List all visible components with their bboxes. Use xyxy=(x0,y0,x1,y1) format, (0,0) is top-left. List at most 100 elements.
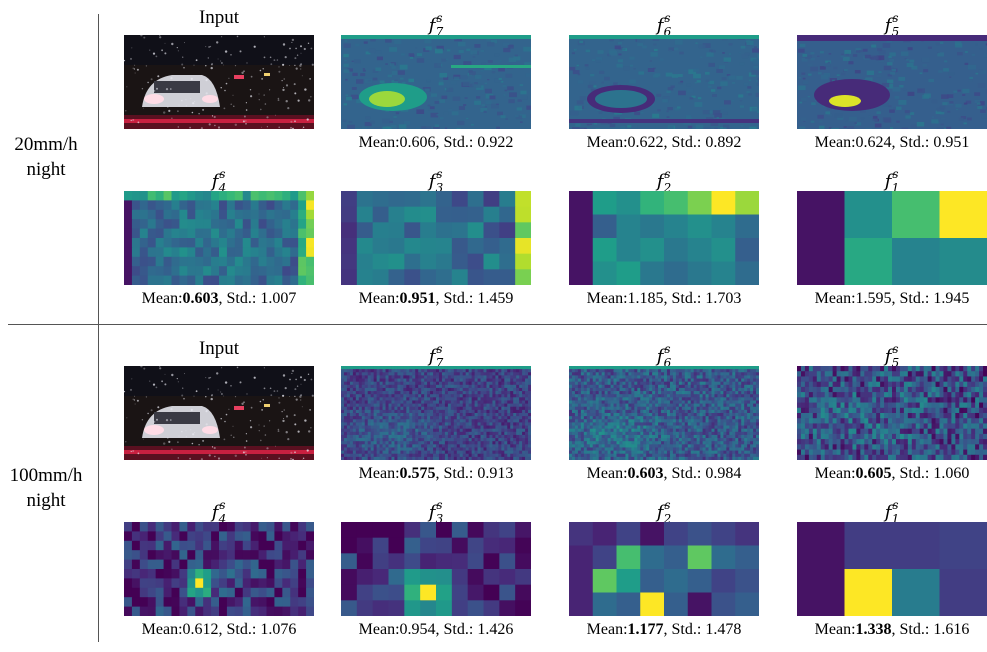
heatmap-cell xyxy=(436,444,440,448)
heatmap-cell xyxy=(711,400,715,404)
heatmap-cell xyxy=(864,407,869,414)
heatmap-cell xyxy=(637,378,641,383)
heatmap-cell xyxy=(708,450,712,455)
heatmap-cell xyxy=(747,453,751,458)
heatmap-cell xyxy=(418,422,422,426)
heatmap-cell xyxy=(447,456,452,460)
heatmap-cell xyxy=(864,381,869,388)
heatmap-cell xyxy=(702,438,706,442)
heatmap-cell xyxy=(732,384,736,389)
heatmap-cell xyxy=(569,397,573,401)
heatmap-cell xyxy=(495,453,499,458)
heatmap-cell xyxy=(625,416,629,420)
heatmap-cell xyxy=(528,413,531,417)
heatmap-cell xyxy=(498,400,502,404)
heatmap-cell xyxy=(456,391,461,395)
heatmap-cell xyxy=(341,397,345,401)
heatmap-cell xyxy=(242,247,252,258)
heatmap-cell xyxy=(372,238,389,255)
heatmap-cell xyxy=(649,425,653,430)
heatmap-cell xyxy=(361,409,366,414)
heatmap-cell xyxy=(483,191,500,208)
heatmap-cell xyxy=(864,371,869,377)
heatmap-cell xyxy=(696,375,701,379)
heatmap-cell xyxy=(684,444,689,448)
heatmap-cell xyxy=(577,413,582,417)
heatmap-cell xyxy=(403,372,407,376)
heatmap-cell xyxy=(438,397,443,401)
heatmap-cell xyxy=(634,372,638,376)
heatmap-cell xyxy=(427,394,431,398)
heatmap-cell xyxy=(394,441,398,445)
heatmap-cell xyxy=(498,419,502,423)
heatmap-cell xyxy=(947,413,952,419)
feature-heatmap xyxy=(569,35,759,129)
heatmap-cell xyxy=(717,378,721,383)
heatmap-cell xyxy=(708,397,712,401)
heatmap-cell xyxy=(403,366,407,370)
heatmap-cell xyxy=(646,428,650,433)
heatmap-cell xyxy=(394,425,398,430)
heatmap-cell xyxy=(735,366,739,370)
heatmap-cell xyxy=(684,381,689,386)
heatmap-cell xyxy=(661,419,665,423)
heatmap-cell xyxy=(693,419,698,423)
heatmap-cell xyxy=(444,438,449,442)
heatmap-cell xyxy=(939,381,944,388)
heatmap-cell xyxy=(483,378,487,383)
heatmap-cell xyxy=(462,434,467,439)
heatmap-cell xyxy=(504,428,508,433)
heatmap-cell xyxy=(483,253,500,270)
heatmap-cell xyxy=(943,433,948,440)
heatmap-cell xyxy=(729,419,733,423)
heatmap-cell xyxy=(370,428,375,433)
heatmap-cell xyxy=(631,406,635,411)
heatmap-cell xyxy=(341,450,345,455)
heatmap-cell xyxy=(714,453,718,458)
heatmap-cell xyxy=(732,413,736,417)
heatmap-cell xyxy=(438,400,443,404)
heatmap-cell xyxy=(580,403,585,408)
heatmap-cell xyxy=(738,438,742,442)
heatmap-cell xyxy=(832,418,837,424)
heatmap-cell xyxy=(574,400,579,404)
heatmap-cell xyxy=(907,381,913,388)
heatmap-cell xyxy=(607,447,611,451)
heatmap-cell xyxy=(404,253,421,270)
heatmap-cell xyxy=(939,392,944,398)
heatmap-cell xyxy=(571,391,576,395)
heatmap-cell xyxy=(628,366,632,370)
heatmap-cell xyxy=(619,416,623,420)
heatmap-cell xyxy=(400,400,404,404)
heatmap-cell xyxy=(355,381,360,386)
heatmap-cell xyxy=(735,438,739,442)
heatmap-cell xyxy=(669,406,674,411)
heatmap-cell xyxy=(569,214,594,239)
heatmap-cell xyxy=(931,413,936,419)
heatmap-cell xyxy=(708,444,712,448)
heatmap-cell xyxy=(856,366,861,372)
mean-value: 0.603 xyxy=(627,465,664,482)
heatmap-cell xyxy=(726,391,730,395)
heatmap-cell xyxy=(702,450,706,455)
heatmap-cell xyxy=(616,409,620,414)
heatmap-cell xyxy=(634,403,638,408)
heatmap-cell xyxy=(480,369,484,373)
heatmap-cell xyxy=(462,378,467,383)
heatmap-cell xyxy=(379,422,383,426)
heatmap-cell xyxy=(708,378,712,383)
heatmap-cell xyxy=(738,428,742,433)
heatmap-cell xyxy=(412,444,416,448)
heatmap-cell xyxy=(824,381,830,388)
heatmap-cell xyxy=(438,422,443,426)
heatmap-cell xyxy=(433,391,437,395)
heatmap-cell xyxy=(804,386,810,393)
heatmap-cell xyxy=(451,222,469,239)
heatmap-cell xyxy=(477,394,481,398)
heatmap-cell xyxy=(373,428,378,433)
heatmap-cell xyxy=(430,425,434,430)
panel-title-sub: 6 xyxy=(663,356,672,370)
heatmap-cell xyxy=(388,206,405,223)
heatmap-cell xyxy=(824,407,830,414)
heatmap-cell xyxy=(844,381,849,388)
